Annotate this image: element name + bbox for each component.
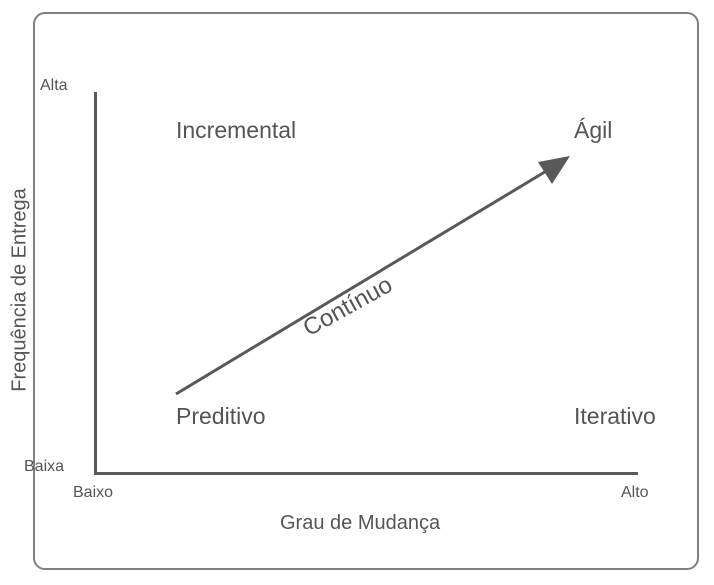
x-axis-low-label: Baixo <box>73 484 114 501</box>
y-axis-line <box>94 92 97 475</box>
y-axis-high-label: Alta <box>40 77 68 94</box>
x-axis-line <box>94 472 638 475</box>
quadrant-agil: Ágil <box>574 117 613 143</box>
diagram-frame <box>33 12 699 570</box>
y-axis-low-label: Baixa <box>24 458 65 475</box>
x-axis-title: Grau de Mudança <box>280 512 441 534</box>
quadrant-incremental: Incremental <box>176 117 297 143</box>
quadrant-iterativo: Iterativo <box>574 403 656 429</box>
continuum-arrow-shaft <box>175 168 549 396</box>
x-axis-high-label: Alto <box>621 484 649 501</box>
continuum-arrow-head <box>538 156 570 184</box>
quadrant-preditivo: Preditivo <box>176 403 266 429</box>
